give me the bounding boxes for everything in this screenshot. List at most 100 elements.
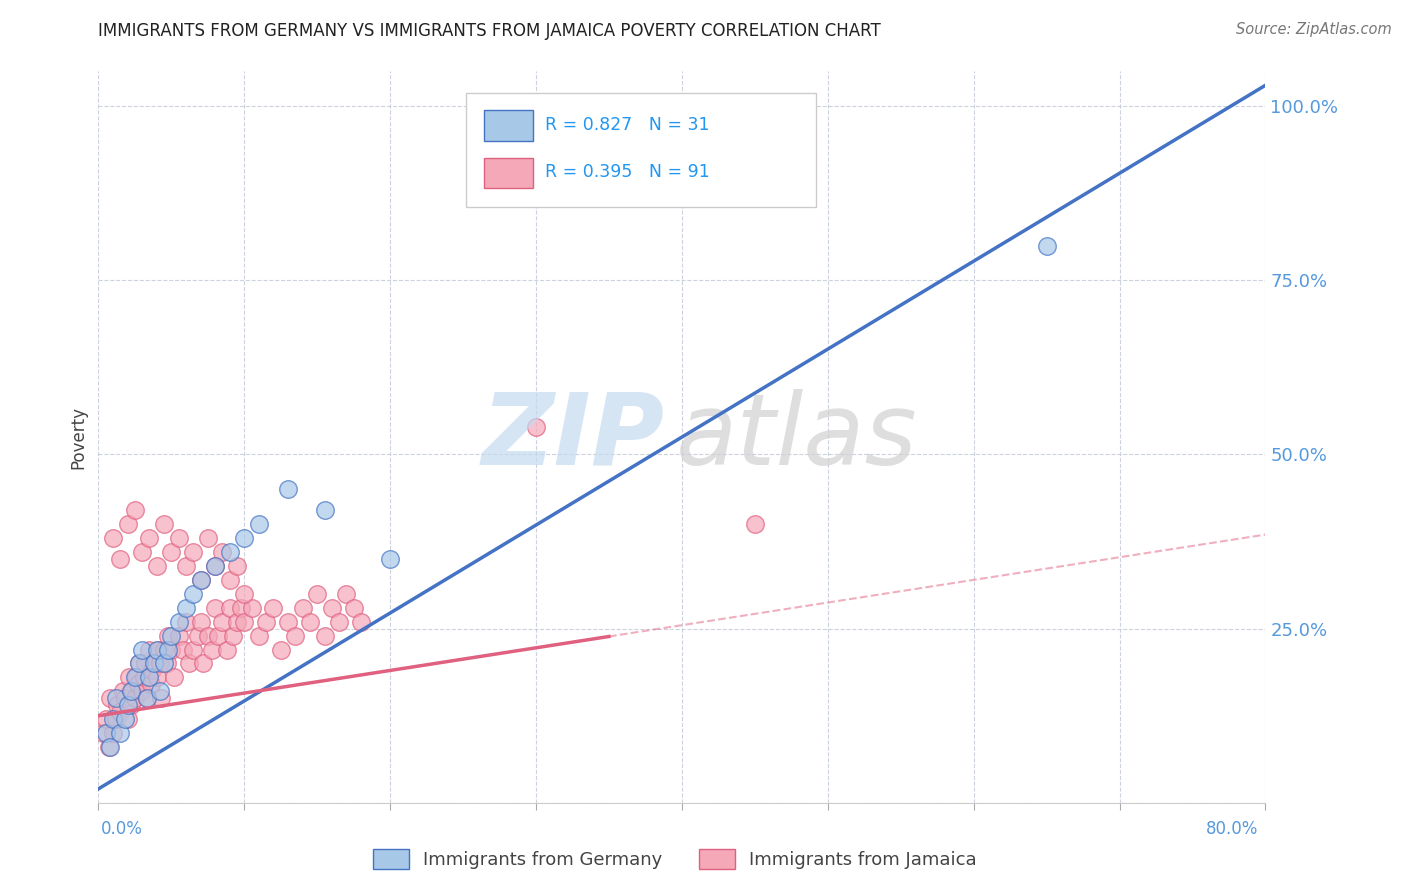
Point bbox=[190, 573, 212, 587]
Text: R = 0.827   N = 31: R = 0.827 N = 31 bbox=[546, 116, 710, 134]
Point bbox=[124, 670, 146, 684]
Point bbox=[131, 545, 153, 559]
Point bbox=[150, 691, 173, 706]
Point bbox=[197, 531, 219, 545]
Point bbox=[125, 670, 148, 684]
Point bbox=[233, 587, 256, 601]
Point bbox=[254, 615, 277, 629]
Point bbox=[128, 657, 150, 671]
Point bbox=[240, 600, 263, 615]
Point bbox=[110, 726, 132, 740]
Point bbox=[117, 698, 139, 713]
Text: atlas: atlas bbox=[676, 389, 918, 485]
FancyBboxPatch shape bbox=[484, 158, 533, 188]
Point bbox=[181, 587, 204, 601]
Point bbox=[181, 545, 204, 559]
Point bbox=[135, 691, 157, 706]
Point bbox=[172, 642, 194, 657]
Text: IMMIGRANTS FROM GERMANY VS IMMIGRANTS FROM JAMAICA POVERTY CORRELATION CHART: IMMIGRANTS FROM GERMANY VS IMMIGRANTS FR… bbox=[98, 22, 882, 40]
Point bbox=[156, 657, 179, 671]
Text: 0.0%: 0.0% bbox=[101, 820, 143, 838]
Point bbox=[187, 629, 209, 643]
Point bbox=[105, 698, 128, 713]
Point bbox=[233, 615, 256, 629]
Point bbox=[204, 558, 226, 573]
Point bbox=[221, 629, 243, 643]
Point bbox=[343, 600, 366, 615]
FancyBboxPatch shape bbox=[465, 94, 815, 207]
Point bbox=[314, 629, 336, 643]
Point bbox=[211, 545, 233, 559]
Point bbox=[262, 600, 284, 615]
Point bbox=[142, 657, 165, 671]
FancyBboxPatch shape bbox=[484, 110, 533, 141]
Point bbox=[378, 552, 402, 566]
Point bbox=[218, 600, 240, 615]
Point bbox=[277, 483, 299, 497]
Point bbox=[153, 642, 176, 657]
Text: ZIP: ZIP bbox=[481, 389, 665, 485]
Point bbox=[97, 740, 120, 755]
Point bbox=[104, 712, 127, 726]
Point bbox=[233, 531, 256, 545]
Point bbox=[190, 615, 212, 629]
Point bbox=[135, 691, 157, 706]
Point bbox=[139, 677, 162, 691]
Point bbox=[247, 629, 270, 643]
Point bbox=[201, 642, 224, 657]
Point bbox=[247, 517, 270, 532]
Point bbox=[121, 684, 143, 698]
Point bbox=[744, 517, 766, 532]
Point bbox=[127, 677, 149, 691]
Point bbox=[124, 503, 146, 517]
Point bbox=[174, 615, 197, 629]
Point bbox=[231, 600, 253, 615]
Point bbox=[157, 629, 180, 643]
Point bbox=[193, 657, 215, 671]
Point bbox=[211, 615, 233, 629]
Point bbox=[112, 684, 135, 698]
Point bbox=[146, 642, 169, 657]
Point bbox=[104, 691, 127, 706]
Point bbox=[91, 726, 114, 740]
Point bbox=[160, 642, 183, 657]
Point bbox=[190, 573, 212, 587]
Point bbox=[270, 642, 292, 657]
Point bbox=[118, 670, 141, 684]
Point bbox=[350, 615, 373, 629]
Point bbox=[124, 691, 146, 706]
Point bbox=[101, 531, 124, 545]
Point bbox=[132, 670, 155, 684]
Point bbox=[1035, 238, 1057, 252]
Text: R = 0.395   N = 91: R = 0.395 N = 91 bbox=[546, 163, 710, 181]
Point bbox=[134, 657, 156, 671]
Point bbox=[110, 552, 132, 566]
Legend: Immigrants from Germany, Immigrants from Jamaica: Immigrants from Germany, Immigrants from… bbox=[364, 839, 986, 879]
Point bbox=[94, 712, 117, 726]
Point bbox=[117, 517, 139, 532]
Point bbox=[277, 615, 299, 629]
Point bbox=[215, 642, 238, 657]
Point bbox=[148, 642, 170, 657]
Point bbox=[149, 657, 172, 671]
Point bbox=[321, 600, 343, 615]
Point bbox=[335, 587, 357, 601]
Point bbox=[160, 545, 183, 559]
Text: 80.0%: 80.0% bbox=[1206, 820, 1258, 838]
Y-axis label: Poverty: Poverty bbox=[69, 406, 87, 468]
Point bbox=[101, 726, 124, 740]
Point bbox=[157, 642, 180, 657]
Point bbox=[120, 698, 142, 713]
Point bbox=[120, 684, 142, 698]
Point bbox=[98, 740, 121, 755]
Point bbox=[138, 642, 160, 657]
Point bbox=[94, 726, 117, 740]
Point bbox=[181, 642, 204, 657]
Point bbox=[177, 657, 200, 671]
Point bbox=[328, 615, 350, 629]
Point bbox=[146, 670, 169, 684]
Point bbox=[142, 657, 165, 671]
Point bbox=[141, 664, 163, 678]
Point bbox=[174, 558, 197, 573]
Point bbox=[204, 600, 226, 615]
